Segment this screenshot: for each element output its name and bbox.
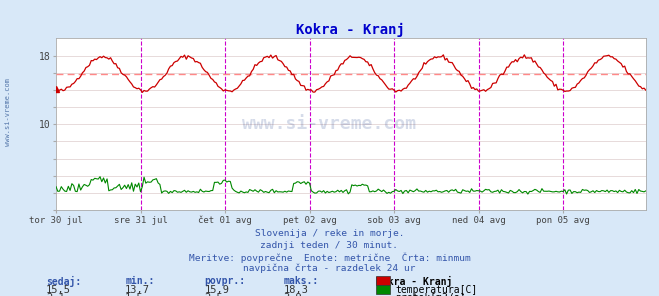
Title: Kokra - Kranj: Kokra - Kranj [297,23,405,37]
Text: www.si-vreme.com: www.si-vreme.com [5,78,11,147]
Text: Meritve: povprečne  Enote: metrične  Črta: minmum: Meritve: povprečne Enote: metrične Črta:… [188,252,471,263]
Text: temperatura[C]: temperatura[C] [395,285,478,295]
Text: min.:: min.: [125,276,155,286]
Text: 3,9: 3,9 [283,293,302,296]
Text: povpr.:: povpr.: [204,276,245,286]
Text: navpična črta - razdelek 24 ur: navpična črta - razdelek 24 ur [243,263,416,273]
Text: www.si-vreme.com: www.si-vreme.com [243,115,416,133]
Text: Slovenija / reke in morje.: Slovenija / reke in morje. [255,229,404,238]
Text: 13,7: 13,7 [125,285,150,295]
Text: 15,9: 15,9 [204,285,229,295]
Text: 2,5: 2,5 [204,293,223,296]
Text: maks.:: maks.: [283,276,318,286]
Text: pretok[m3/s]: pretok[m3/s] [395,293,466,296]
Text: Kokra - Kranj: Kokra - Kranj [376,276,452,287]
Text: sedaj:: sedaj: [46,276,81,287]
Text: 1,5: 1,5 [125,293,144,296]
Text: 18,3: 18,3 [283,285,308,295]
Text: 15,5: 15,5 [46,285,71,295]
Text: zadnji teden / 30 minut.: zadnji teden / 30 minut. [260,241,399,250]
Text: 2,1: 2,1 [46,293,65,296]
